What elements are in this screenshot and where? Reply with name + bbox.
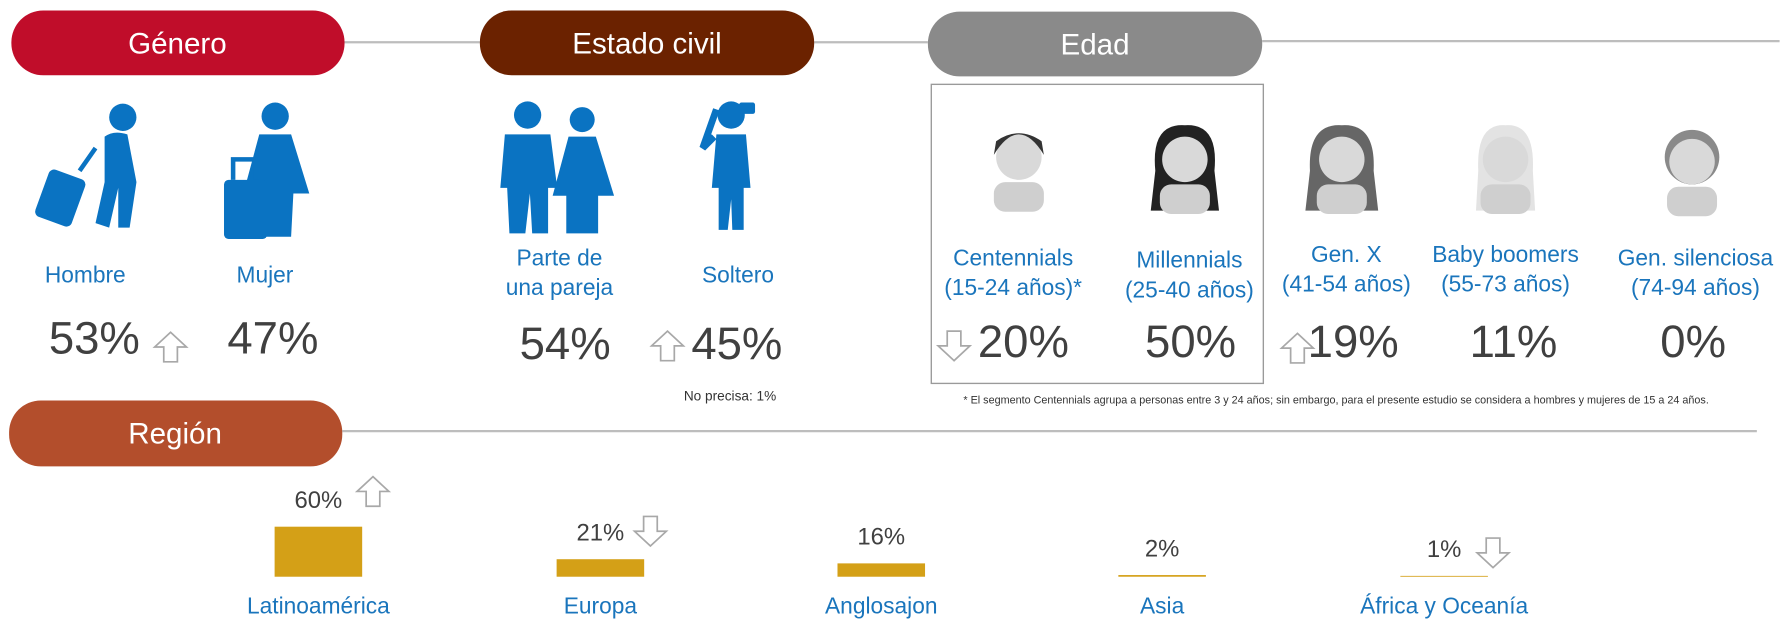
bar-value: 1%: [1427, 536, 1461, 563]
item-value: 20%: [978, 316, 1069, 367]
bar: [1118, 575, 1206, 577]
item-label: una pareja: [506, 274, 614, 300]
section-title: Edad: [1061, 29, 1130, 62]
down-arrow: [1476, 537, 1510, 569]
item-label: (41-54 años): [1282, 271, 1411, 297]
icon-boomer: [1475, 125, 1536, 214]
item-label: Mujer: [237, 262, 294, 288]
header-pill: [9, 400, 343, 467]
highlight-box: [930, 83, 1265, 385]
category-label: Anglosajon: [825, 592, 938, 618]
bar-value: 16%: [857, 524, 905, 551]
item-value: 11%: [1470, 316, 1558, 367]
item-value: 50%: [1145, 316, 1236, 367]
header-pill: [479, 10, 815, 76]
bar: [1400, 575, 1488, 577]
item-label: Gen. silenciosa: [1618, 244, 1774, 270]
item-label: Hombre: [45, 262, 126, 288]
item-label: Soltero: [702, 262, 774, 288]
icon-single: [699, 101, 756, 230]
note: No precisa: 1%: [684, 389, 776, 404]
icon-millennial: [1150, 125, 1219, 214]
item-label: (55-73 años): [1441, 271, 1570, 297]
item-label: Baby boomers: [1432, 241, 1579, 267]
down-arrow: [937, 330, 971, 362]
up-arrow: [153, 331, 188, 363]
bar: [837, 563, 926, 577]
category-label: Latinoamérica: [247, 592, 390, 618]
icon-centennial: [993, 133, 1044, 212]
section-title: Región: [128, 418, 222, 451]
up-arrow: [650, 330, 685, 362]
icon-silent: [1664, 129, 1720, 217]
bar: [556, 559, 645, 577]
bar-value: 21%: [577, 520, 625, 547]
item-value: 45%: [691, 318, 782, 369]
item-label: Parte de: [516, 244, 602, 270]
down-arrow: [633, 515, 668, 547]
category-label: Europa: [564, 592, 638, 618]
item-label: Millennials: [1136, 247, 1242, 273]
section-title: Estado civil: [572, 28, 721, 61]
item-label: Gen. X: [1311, 241, 1382, 267]
item-label: (74-94 años): [1631, 274, 1760, 300]
icon-genx: [1305, 125, 1379, 214]
item-value: 54%: [520, 318, 611, 369]
header-pill: [927, 11, 1263, 77]
item-label: Centennials: [953, 244, 1073, 270]
bar: [274, 526, 363, 577]
category-label: Asia: [1140, 592, 1185, 618]
item-value: 47%: [227, 312, 318, 363]
item-label: (15-24 años)*: [944, 274, 1082, 300]
category-label: África y Oceanía: [1360, 592, 1528, 618]
item-label: (25-40 años): [1125, 276, 1254, 302]
icon-woman: [224, 102, 310, 239]
icon-couple: [500, 101, 615, 234]
item-value: 19%: [1308, 316, 1399, 367]
header-pill: [11, 10, 345, 76]
bar-value: 2%: [1145, 535, 1179, 562]
item-value: 53%: [49, 312, 140, 363]
item-value: 0%: [1660, 316, 1726, 367]
bar-value: 60%: [295, 487, 343, 514]
footnote: * El segmento Centennials agrupa a perso…: [963, 394, 1708, 406]
section-title: Género: [128, 28, 227, 61]
icon-man: [35, 103, 137, 228]
up-arrow: [356, 475, 390, 508]
